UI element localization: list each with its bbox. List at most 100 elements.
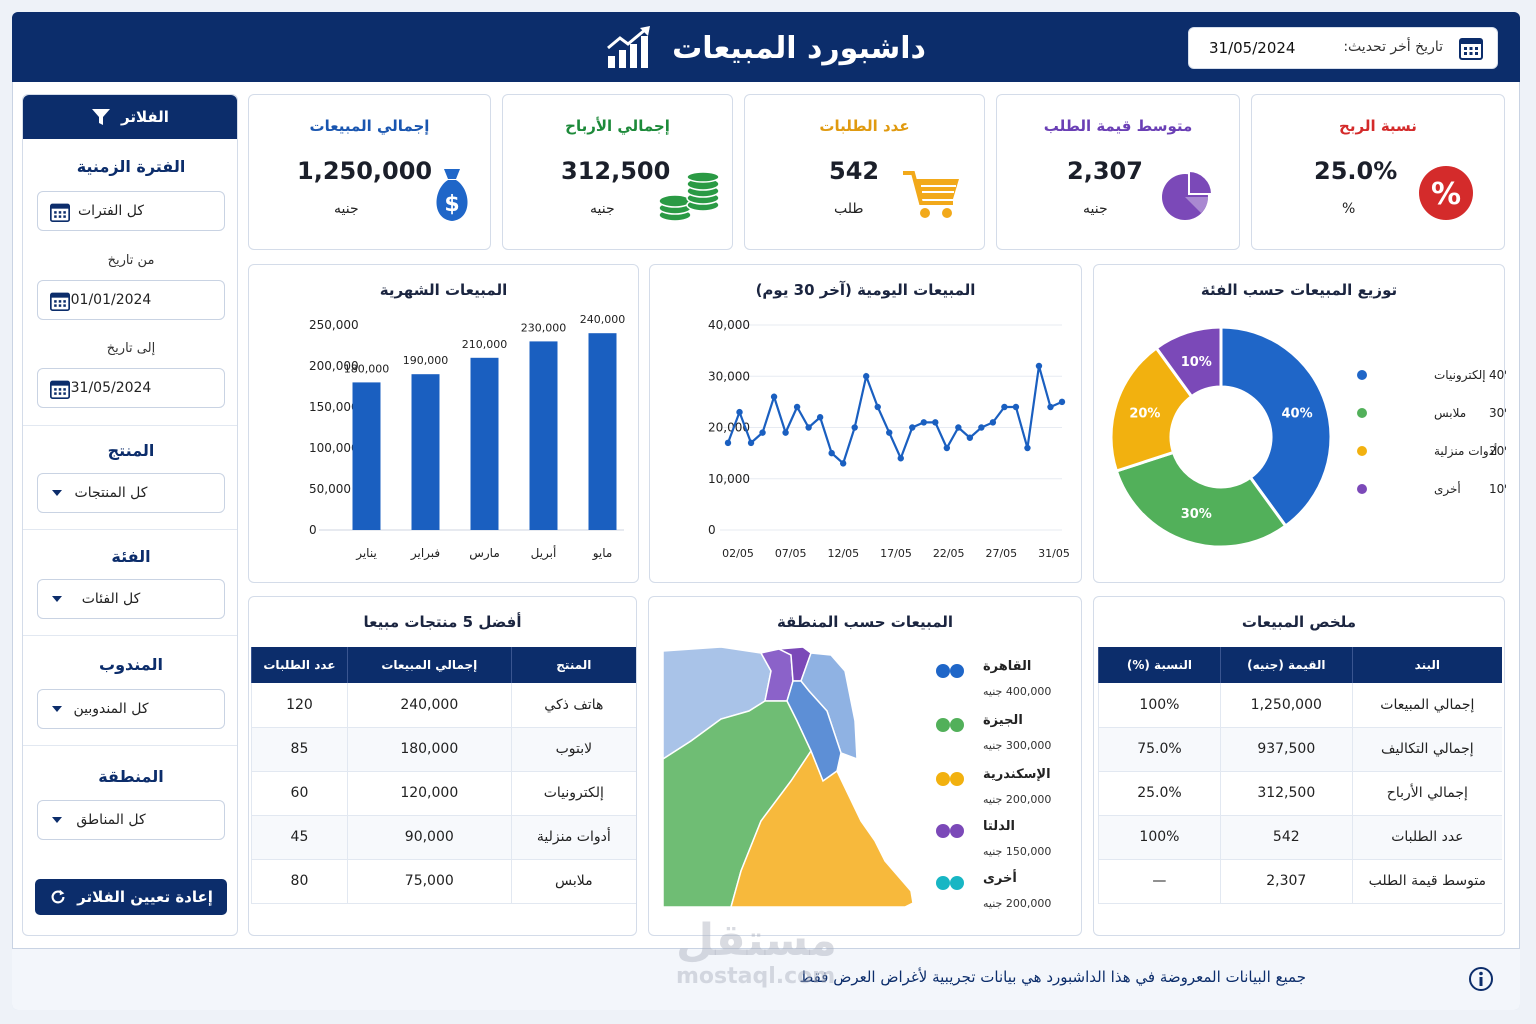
legend-label: أدوات منزلية xyxy=(1434,443,1497,459)
region-value: 200,000 جنيه xyxy=(983,793,1052,806)
region-name: الجيزة xyxy=(983,713,1023,728)
table-row: إجمالي التكاليف 937,500 75.0% xyxy=(1098,727,1502,772)
divider xyxy=(23,425,237,426)
y-tick-label: 100,000 xyxy=(309,441,359,455)
table-cell: 542 xyxy=(1219,815,1353,860)
region-name: الدلتا xyxy=(983,819,1015,834)
data-point xyxy=(989,419,997,426)
y-tick-label: 0 xyxy=(708,523,716,537)
egypt-map xyxy=(662,646,914,908)
bar xyxy=(588,333,617,530)
region-value: 300,000 جنيه xyxy=(983,739,1052,752)
table-row: إجمالي الأرباح 312,500 25.0% xyxy=(1098,771,1502,816)
from-date-label: من تاريخ xyxy=(107,253,155,268)
category-distribution-title: توزيع المبيعات حسب الفئة xyxy=(1200,281,1398,299)
kpi-card-orders: عدد الطلبات 542 طلب xyxy=(744,94,985,250)
legend-marker xyxy=(1357,408,1367,418)
footer-note: جميع البيانات المعروضة في هذا الداشبورد … xyxy=(799,968,1306,986)
legend-dots-icon xyxy=(936,824,964,838)
data-point xyxy=(793,403,801,411)
table-cell: 100% xyxy=(1098,815,1221,860)
pie-slice xyxy=(1114,450,1288,549)
kpi-value: 2,307 xyxy=(1067,157,1143,185)
to-date-field[interactable]: 31/05/2024 xyxy=(37,368,225,408)
data-point xyxy=(782,429,789,436)
category-select-value: كل الفئات xyxy=(81,591,141,607)
divider xyxy=(23,635,237,636)
data-point xyxy=(966,434,974,441)
table-row: إلكترونيات 120,000 60 xyxy=(251,771,636,816)
bar-value-label: 190,000 xyxy=(403,354,449,367)
series-line xyxy=(726,365,1063,466)
bar-value-label: 230,000 xyxy=(521,321,567,334)
footer-bar: جميع البيانات المعروضة في هذا الداشبورد … xyxy=(12,948,1520,1010)
last-update-value: 31/05/2024 xyxy=(1209,39,1296,57)
from-date-label-wrap: من تاريخ xyxy=(37,253,225,268)
data-point xyxy=(874,403,881,411)
kpi-unit: جنيه xyxy=(590,201,615,217)
table-cell: 120,000 xyxy=(346,771,512,816)
pie-slice xyxy=(1154,325,1223,399)
period-select[interactable]: كل الفترات xyxy=(37,191,225,231)
table-cell: إجمالي الأرباح xyxy=(1351,771,1502,816)
table-cell: إجمالي التكاليف xyxy=(1351,727,1502,772)
bar xyxy=(529,341,558,530)
legend-label: إلكترونيات xyxy=(1434,368,1486,383)
category-select[interactable]: كل الفئات xyxy=(37,579,225,619)
table-cell: ملابس xyxy=(510,859,636,904)
calendar-icon xyxy=(1459,38,1483,60)
table-cell: 45 xyxy=(251,815,348,860)
kpi-card-sales: إجمالي المبيعات 1,250,000 جنيه $ xyxy=(248,94,491,250)
from-date-field[interactable]: 01/01/2024 xyxy=(37,280,225,320)
kpi-title: إجمالي الأرباح xyxy=(565,117,670,135)
kpi-unit: جنيه xyxy=(334,201,359,217)
reset-filters-label: إعادة تعيين الفلاتر xyxy=(77,888,213,906)
region-select-value: كل المناطق xyxy=(76,812,146,828)
legend-label: أخرى xyxy=(1434,481,1461,497)
category-distribution-panel: توزيع المبيعات حسب الفئة 40% 30% 20% 10% إلك… xyxy=(1093,264,1506,583)
x-tick-label: 02/05 xyxy=(722,547,754,560)
kpi-value: 25.0% xyxy=(1314,157,1398,185)
pie-slice xyxy=(1219,325,1333,529)
data-point xyxy=(851,424,858,431)
table-cell: 85 xyxy=(251,727,348,772)
x-tick-label: فبراير xyxy=(410,546,440,561)
data-point xyxy=(897,455,904,462)
table-cell: 180,000 xyxy=(346,727,512,772)
table-cell: 240,000 xyxy=(346,683,512,728)
table-cell: 2,307 xyxy=(1219,859,1353,904)
filters-sidebar: الفلاتر الفترة الزمنية كل الفترات من تار… xyxy=(22,94,238,936)
table-header: عدد الطلبات xyxy=(251,647,348,683)
table-cell: هاتف ذكي xyxy=(510,683,636,728)
data-point xyxy=(978,424,985,431)
table-cell: 60 xyxy=(251,771,348,816)
data-point xyxy=(943,444,951,452)
percent-icon: % xyxy=(1419,166,1473,220)
product-select-value: كل المنتجات xyxy=(74,485,148,501)
kpi-card-avg-order: متوسط قيمة الطلب 2,307 جنيه xyxy=(996,94,1240,250)
legend-dots-icon xyxy=(936,772,964,786)
reset-filters-button[interactable]: إعادة تعيين الفلاتر xyxy=(35,879,227,915)
rep-select-value: كل المندوبين xyxy=(73,701,149,717)
region-select[interactable]: كل المناطق xyxy=(37,800,225,840)
x-tick-label: 07/05 xyxy=(775,547,807,560)
slice-label: 40% xyxy=(1282,406,1313,421)
product-select[interactable]: كل المنتجات xyxy=(37,473,225,513)
bar xyxy=(411,374,440,530)
table-cell: 1,250,000 xyxy=(1219,683,1353,728)
kpi-value: 542 xyxy=(829,157,880,185)
table-row: إجمالي المبيعات 1,250,000 100% xyxy=(1098,683,1502,728)
region-name: الإسكندرية xyxy=(983,767,1051,782)
data-point xyxy=(805,424,812,431)
category-title: الفئة xyxy=(111,547,151,566)
product-title: المنتج xyxy=(107,441,155,460)
kpi-card-profit-rate: نسبة الربح 25.0% % % xyxy=(1251,94,1505,250)
pie-slice xyxy=(1109,345,1194,473)
rep-select[interactable]: كل المندوبين xyxy=(37,689,225,729)
data-point xyxy=(920,419,927,426)
table-cell: — xyxy=(1098,859,1221,904)
data-point xyxy=(886,429,893,436)
table-cell: إجمالي المبيعات xyxy=(1351,683,1502,728)
region-value: 150,000 جنيه xyxy=(983,845,1052,858)
kpi-value: 1,250,000 xyxy=(297,157,433,185)
